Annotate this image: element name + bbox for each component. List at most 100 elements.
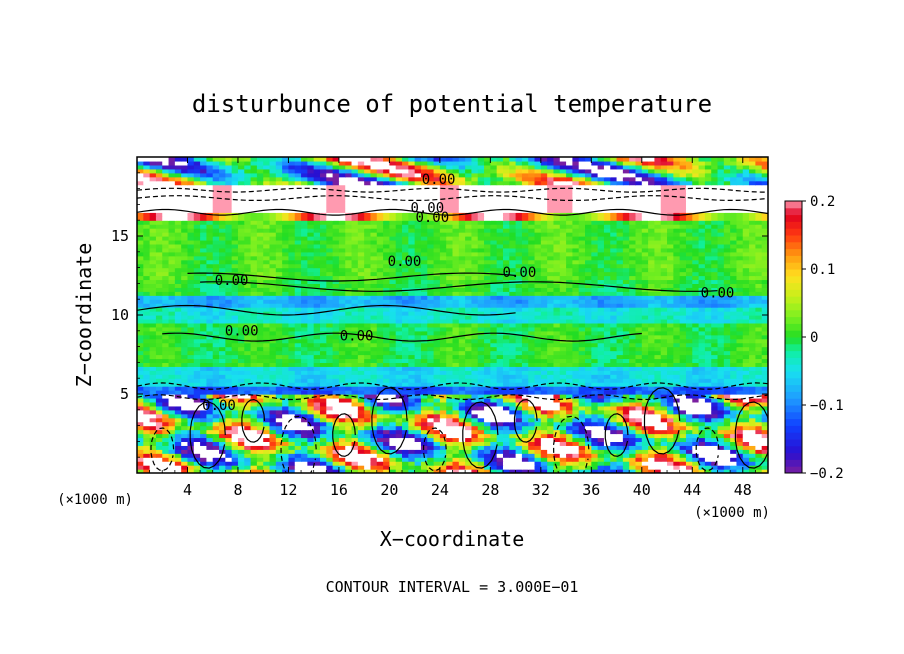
heatmap-cell	[294, 417, 302, 423]
heatmap-cell	[698, 401, 706, 407]
heatmap-cell	[351, 307, 359, 312]
heatmap-cell	[711, 342, 719, 348]
heatmap-cell	[244, 409, 252, 415]
heatmap-cell	[540, 457, 548, 462]
heatmap-cell	[439, 397, 447, 403]
heatmap-cell	[654, 445, 662, 450]
heatmap-cell	[212, 326, 220, 332]
heatmap-cell	[143, 315, 151, 320]
heatmap-cell	[616, 417, 624, 423]
heatmap-cell	[338, 315, 346, 320]
heatmap-cell	[452, 394, 460, 399]
heatmap-cell	[414, 378, 422, 383]
heatmap-cell	[395, 378, 403, 383]
heatmap-cell	[540, 394, 548, 399]
heatmap-cell	[294, 295, 302, 300]
heatmap-cell	[275, 358, 283, 363]
heatmap-cell	[326, 382, 334, 387]
heatmap-cell	[509, 457, 517, 462]
heatmap-cell	[282, 326, 290, 332]
heatmap-cell	[288, 307, 296, 312]
heatmap-cell	[603, 307, 611, 312]
heatmap-cell	[761, 390, 768, 395]
heatmap-cell	[723, 441, 731, 446]
heatmap-cell	[585, 370, 592, 375]
heatmap-cell	[282, 465, 290, 470]
heatmap-cell	[679, 358, 687, 363]
heatmap-cell	[282, 445, 290, 450]
heatmap-cell	[502, 283, 510, 288]
heatmap-cell	[641, 433, 649, 439]
heatmap-cell	[654, 421, 662, 427]
heatmap-cell	[452, 453, 460, 458]
heatmap-cell	[711, 358, 719, 363]
heatmap-cell	[566, 350, 573, 356]
heatmap-cell	[212, 421, 220, 427]
heatmap-cell	[168, 374, 176, 379]
heatmap-cell	[275, 354, 283, 360]
heatmap-cell	[534, 433, 542, 439]
heatmap-cell	[553, 338, 561, 344]
heatmap-cell	[288, 465, 296, 470]
heatmap-cell	[206, 449, 214, 454]
heatmap-cell	[376, 322, 384, 328]
heatmap-cell	[155, 417, 163, 423]
heatmap-cell	[515, 441, 523, 446]
heatmap-cell	[332, 405, 340, 411]
heatmap-cell	[711, 461, 719, 466]
heatmap-cell	[155, 425, 163, 431]
heatmap-cell	[364, 405, 372, 411]
heatmap-cell	[357, 417, 365, 423]
heatmap-cell	[389, 465, 397, 470]
heatmap-cell	[458, 291, 466, 296]
heatmap-cell	[490, 291, 498, 296]
heatmap-cell	[288, 366, 296, 371]
heatmap-cell	[383, 326, 390, 332]
heatmap-cell	[376, 382, 384, 387]
heatmap-cell	[427, 390, 435, 395]
heatmap-cell	[420, 449, 428, 454]
heatmap-cell	[484, 346, 491, 352]
heatmap-cell	[402, 461, 409, 466]
heatmap-cell	[553, 425, 561, 431]
heatmap-cell	[219, 358, 226, 363]
heatmap-cell	[515, 437, 523, 442]
heatmap-cell	[137, 322, 144, 328]
heatmap-cell	[521, 441, 529, 446]
heatmap-cell	[269, 279, 277, 284]
heatmap-cell	[534, 469, 542, 473]
heatmap-cell	[446, 318, 454, 324]
heatmap-cell	[547, 449, 555, 454]
heatmap-cell	[351, 413, 359, 419]
heatmap-cell	[332, 299, 340, 304]
heatmap-cell	[414, 405, 422, 411]
heatmap-cell	[376, 311, 384, 316]
heatmap-cell	[332, 338, 340, 344]
heatmap-cell	[553, 386, 561, 391]
heatmap-cell	[376, 318, 384, 324]
heatmap-cell	[149, 374, 157, 379]
heatmap-cell	[622, 338, 630, 344]
heatmap-cell	[723, 315, 731, 320]
heatmap-cell	[641, 303, 649, 308]
heatmap-cell	[679, 338, 687, 344]
heatmap-cell	[345, 394, 353, 399]
heatmap-cell	[496, 283, 504, 288]
heatmap-cell	[383, 413, 390, 419]
heatmap-cell	[736, 386, 744, 391]
heatmap-cell	[357, 322, 365, 328]
heatmap-cell	[414, 417, 422, 423]
heatmap-cell	[761, 437, 768, 442]
heatmap-cell	[427, 453, 435, 458]
heatmap-cell	[761, 362, 768, 367]
heatmap-cell	[357, 433, 365, 439]
heatmap-cell	[755, 429, 763, 435]
heatmap-cell	[515, 307, 523, 312]
heatmap-cell	[692, 295, 700, 300]
heatmap-cell	[458, 397, 466, 403]
heatmap-cell	[591, 417, 599, 423]
heatmap-cell	[433, 366, 441, 371]
heatmap-cell	[673, 358, 681, 363]
heatmap-cell	[755, 390, 763, 395]
heatmap-cell	[667, 413, 674, 419]
